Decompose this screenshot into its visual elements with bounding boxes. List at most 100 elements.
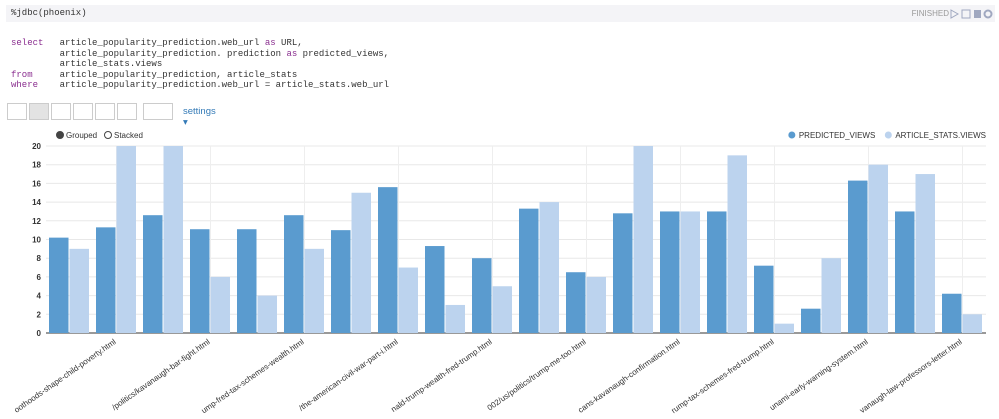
- code-text: predicted_views,: [297, 48, 390, 59]
- bar[interactable]: [351, 192, 372, 333]
- bar[interactable]: [49, 237, 69, 333]
- bar[interactable]: [492, 286, 513, 333]
- settings-text[interactable]: settings: [183, 106, 216, 117]
- bar[interactable]: [519, 208, 539, 333]
- bar[interactable]: [190, 229, 210, 333]
- x-tick-label: unami-early-warning-system.html: [768, 337, 870, 412]
- y-tick-label: 0: [37, 329, 42, 338]
- bar[interactable]: [868, 164, 889, 333]
- keyword: as: [286, 48, 298, 59]
- bar[interactable]: [398, 267, 419, 333]
- bar[interactable]: [586, 276, 607, 333]
- bar[interactable]: [96, 227, 116, 333]
- mode-radio[interactable]: [56, 131, 64, 139]
- status: FINISHED: [911, 9, 949, 18]
- paragraph-icons[interactable]: [949, 8, 993, 20]
- code-text: article_popularity_prediction. predictio…: [11, 48, 287, 59]
- y-tick-label: 4: [37, 292, 42, 301]
- bar[interactable]: [445, 304, 466, 333]
- code-line: select article_popularity_prediction.web…: [11, 38, 389, 49]
- area-button[interactable]: [73, 103, 93, 120]
- table-button[interactable]: [7, 103, 27, 120]
- bar[interactable]: [895, 211, 915, 333]
- bar[interactable]: [284, 215, 304, 333]
- bar[interactable]: [680, 211, 701, 333]
- bar[interactable]: [821, 258, 842, 333]
- book-icon[interactable]: [974, 10, 981, 18]
- x-tick-label: 002/us/politics/trump-me-too.html: [486, 337, 588, 412]
- bar[interactable]: [163, 146, 184, 333]
- bar[interactable]: [425, 246, 445, 333]
- bar[interactable]: [472, 258, 492, 333]
- bar[interactable]: [942, 293, 962, 333]
- x-tick-label: nald-trump-wealth-fred-trump.html: [389, 337, 493, 414]
- bar-button[interactable]: [29, 103, 49, 120]
- run-icon[interactable]: [950, 9, 960, 19]
- mode-label[interactable]: Stacked: [114, 131, 143, 140]
- y-tick-label: 2: [37, 310, 42, 319]
- bar[interactable]: [754, 265, 774, 333]
- x-tick-label: oothoods-shape-child-poverty.html: [12, 337, 117, 415]
- bar[interactable]: [962, 314, 983, 333]
- download-button[interactable]: [143, 103, 173, 120]
- bar[interactable]: [257, 295, 278, 333]
- bar[interactable]: [915, 174, 936, 333]
- legend-label[interactable]: PREDICTED_VIEWS: [799, 131, 875, 140]
- code-editor[interactable]: select article_popularity_prediction.web…: [11, 38, 389, 91]
- bar[interactable]: [801, 308, 821, 333]
- bar[interactable]: [660, 211, 680, 333]
- x-tick-label: vanaugh-law-professors-letter.html: [858, 337, 964, 415]
- paragraph-header: %jdbc(phoenix) FINISHED: [6, 5, 995, 22]
- y-tick-label: 8: [37, 254, 42, 263]
- bar[interactable]: [707, 211, 727, 333]
- y-tick-label: 16: [32, 179, 41, 188]
- bar[interactable]: [116, 146, 137, 333]
- legend-swatch[interactable]: [884, 131, 892, 139]
- mode-label[interactable]: Grouped: [66, 131, 97, 140]
- code-line: article_stats.views: [11, 59, 389, 70]
- y-tick-label: 6: [37, 273, 42, 282]
- bar[interactable]: [237, 229, 257, 333]
- bar[interactable]: [69, 248, 90, 333]
- pie-button[interactable]: [51, 103, 71, 120]
- bar[interactable]: [633, 146, 654, 333]
- bar[interactable]: [210, 276, 231, 333]
- bar[interactable]: [331, 230, 351, 333]
- line-button[interactable]: [95, 103, 115, 120]
- x-tick-label: rump-tax-schemes-fred-trump.html: [670, 337, 776, 415]
- gear-icon[interactable]: [983, 9, 993, 19]
- keyword: from: [11, 69, 33, 80]
- bar[interactable]: [848, 180, 868, 333]
- bar[interactable]: [727, 155, 748, 333]
- hide-icon[interactable]: [961, 9, 971, 19]
- y-tick-label: 14: [32, 198, 41, 207]
- x-tick-label: cans-kavanaugh-confirmation.html: [576, 337, 682, 415]
- keyword: select: [11, 38, 44, 48]
- settings-link[interactable]: settings ▾: [183, 106, 216, 128]
- bar[interactable]: [143, 215, 163, 333]
- bar[interactable]: [539, 202, 560, 333]
- y-tick-label: 12: [32, 217, 41, 226]
- legend-swatch[interactable]: [788, 131, 796, 139]
- bar[interactable]: [613, 213, 633, 333]
- x-tick-label: /politics/kavanaugh-bar-fight.html: [110, 337, 212, 412]
- code-text: URL,: [275, 38, 303, 48]
- interpreter-title: %jdbc(phoenix): [11, 8, 87, 18]
- mode-radio[interactable]: [104, 131, 112, 139]
- chart: Grouped Stacked ARTICLE_STATS.VIEWS PREDICT…: [12, 131, 986, 415]
- bar[interactable]: [378, 187, 398, 333]
- bar[interactable]: [566, 272, 586, 333]
- code-line: from article_popularity_prediction, arti…: [11, 70, 389, 81]
- legend-label[interactable]: ARTICLE_STATS.VIEWS: [895, 131, 986, 140]
- keyword: as: [264, 38, 276, 48]
- code-line: article_popularity_prediction. predictio…: [11, 48, 390, 60]
- code-text: article_popularity_prediction.web_url = …: [38, 80, 390, 90]
- bar[interactable]: [304, 248, 325, 333]
- y-tick-label: 18: [32, 161, 41, 170]
- x-tick-label: ump-fred-tax-schemes-wealth.html: [200, 337, 306, 415]
- code-text: article_stats.views: [11, 59, 163, 69]
- keyword: where: [11, 80, 39, 90]
- bar[interactable]: [774, 323, 795, 333]
- scatter-button[interactable]: [117, 103, 137, 120]
